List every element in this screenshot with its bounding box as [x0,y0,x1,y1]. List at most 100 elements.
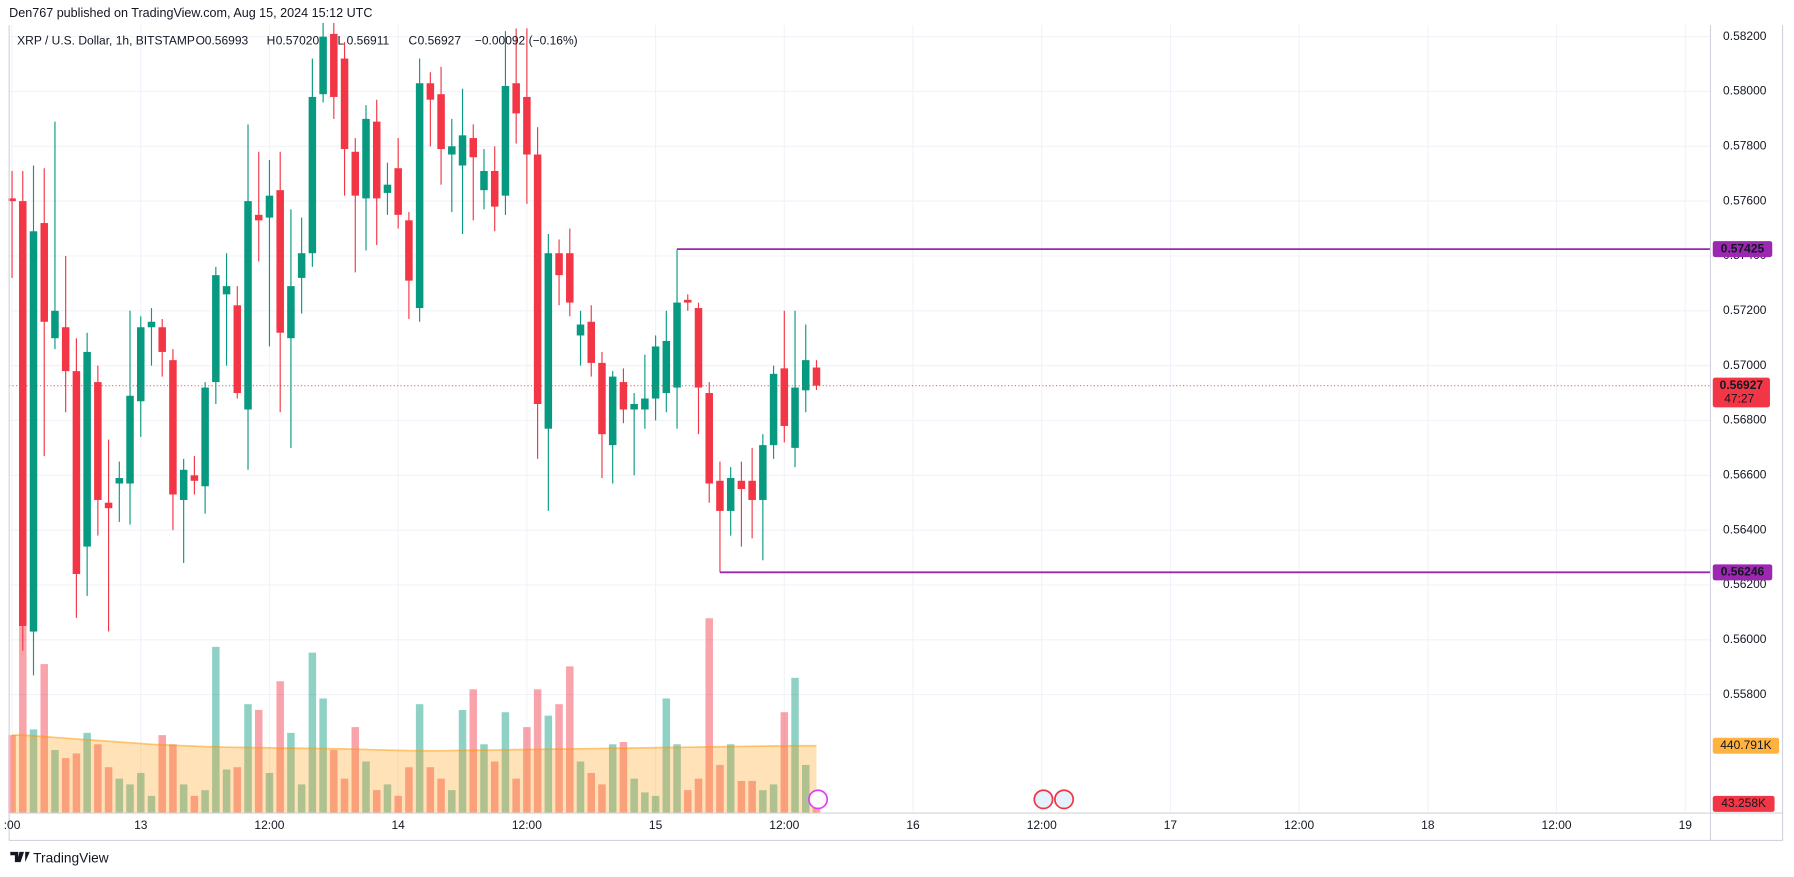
candle-body [212,275,220,383]
volume-pane [8,618,821,814]
candle-body [812,367,821,386]
candle-body [566,253,574,303]
candle-body [448,146,456,155]
volume-bar [40,664,48,814]
candle-body [791,387,799,448]
volume-bar [780,712,789,814]
candle-body [276,190,284,333]
volume-bar [190,795,199,814]
candle-body [29,231,38,632]
volume-bar [726,744,735,814]
candle-body [40,223,48,322]
x-tick-label: 12:00 [254,818,284,832]
candle-body [619,382,628,410]
candle-body [630,404,638,410]
volume-bar [405,767,413,814]
legend-value: 0.56911 [347,33,390,47]
x-tick-label: 12:00 [1284,818,1314,832]
logo-mark [10,851,30,863]
legend-change: −0.00092 (−0.16%) [475,33,578,47]
volume-bar [29,729,38,814]
y-tick-label: 0.57200 [1723,303,1767,317]
volume-bar [469,689,478,814]
event-icon[interactable] [1033,789,1054,810]
x-tick-label: 16 [906,818,920,832]
candle-body [544,253,553,429]
event-icon[interactable] [808,789,829,810]
candle-body [426,83,435,100]
candle-body [651,346,660,399]
candle-body [179,469,188,500]
candle-body [83,351,91,547]
event-icons [808,789,1075,810]
candle-body [490,170,499,207]
level-label: 0.56246 [1721,565,1765,579]
legend-key: C [408,33,417,47]
volume-bar [608,744,617,814]
candle-body [576,324,585,336]
x-tick-label: 12:00 [769,818,799,832]
volume-bar [115,778,124,814]
countdown: 47:27 [1724,392,1754,406]
last-price-label: 0.56927 [1720,378,1764,392]
candle-body [72,371,81,574]
volume-bar [415,704,424,814]
legend-value: 0.56927 [418,33,462,47]
x-tick-label: 18 [1421,818,1435,832]
volume-bar [222,769,231,814]
candle-body [126,395,134,484]
candle-body [8,198,16,202]
candle-body [351,151,360,196]
candle-body [372,121,381,199]
candle-body [319,36,327,95]
volume-bar [104,767,113,814]
volume-bar [372,790,381,814]
volume-bar [448,790,456,814]
candle-body [169,360,177,495]
volume-bar [426,767,435,814]
volume-bar [383,784,392,814]
volume-bar [169,744,177,814]
volume-bar [362,761,370,814]
volume-bar [490,761,499,814]
candle-body [383,184,392,193]
volume-bar [308,652,317,814]
volume-bar [287,732,295,814]
y-tick-label: 0.56400 [1723,522,1767,536]
legend-value: 0.57020 [276,33,320,47]
candle-body [394,168,402,215]
volume-bar [437,778,445,814]
candle-body [523,96,531,155]
candle-body [748,480,756,500]
volume-bar [673,744,681,814]
x-tick-label: 14 [391,818,405,832]
x-tick-label: :00 [4,818,21,832]
candle-body [244,201,252,410]
volume-ma-area [12,735,817,814]
candle-body [362,118,370,199]
volume-bar [61,758,70,814]
candle-body [480,170,488,191]
y-tick-label: 0.58200 [1723,29,1767,43]
volume-bar [212,646,220,814]
volume-bar [147,795,156,814]
volume-bar [576,761,585,814]
volume-bar [641,792,649,814]
axes: 0.582000.580000.578000.576000.574000.572… [4,29,1780,832]
volume-bar [319,698,327,814]
x-tick-label: 15 [649,818,663,832]
volume-bar [51,750,59,814]
volume-bar [94,744,102,814]
volume-bar [523,727,531,814]
event-icon[interactable] [1054,789,1075,810]
volume-bar [8,735,16,814]
volume-bar [394,795,402,814]
x-tick-label: 19 [1679,818,1693,832]
candle-body [308,96,317,254]
volume-bar [598,784,606,814]
candle-body [51,310,59,339]
volume-bar [748,780,756,814]
candle-body [330,33,338,97]
candle-body [104,502,113,509]
y-tick-label: 0.57800 [1723,138,1767,152]
